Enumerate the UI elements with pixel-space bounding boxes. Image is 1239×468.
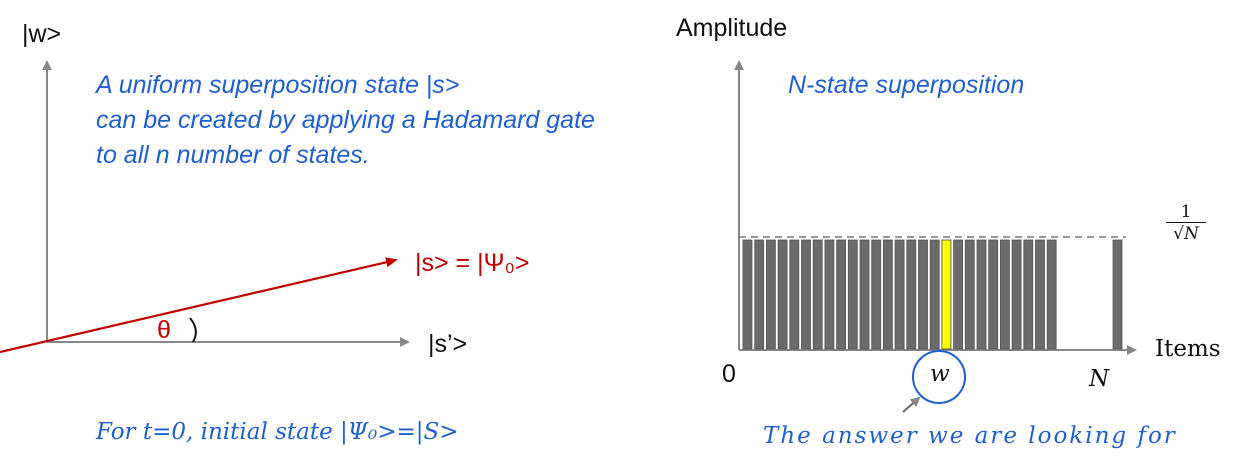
desc-line-3: to all n number of states.	[96, 141, 370, 170]
amplitude-bar	[837, 240, 846, 349]
amplitude-bar	[790, 240, 799, 349]
amplitude-bar	[977, 240, 986, 349]
amplitude-bar	[1047, 240, 1056, 349]
amplitude-bar	[930, 240, 939, 349]
amplitude-bar	[895, 240, 904, 349]
level-fraction: 1 √N	[1166, 202, 1206, 245]
ket-s-label: |s> = |Ψ₀>	[415, 249, 529, 278]
ket-w-label: |w>	[22, 20, 61, 49]
answer-pointer	[903, 398, 919, 412]
amplitude-bar	[848, 240, 857, 349]
amplitude-bar	[766, 240, 775, 349]
amplitude-bar	[1113, 240, 1122, 349]
origin-label: 0	[722, 360, 736, 389]
amplitude-bar	[755, 240, 764, 349]
amplitude-bar	[883, 240, 892, 349]
amplitude-bar	[860, 240, 869, 349]
desc-line-1: A uniform superposition state |s>	[96, 71, 459, 100]
amplitude-bar	[907, 240, 916, 349]
level-fraction-numerator: 1	[1166, 202, 1206, 223]
theta-arc	[190, 318, 196, 342]
theta-label: θ	[157, 316, 171, 345]
chart-bars	[743, 240, 1122, 349]
left-caption: For t=0, initial state |Ψ₀>=|S>	[96, 419, 459, 445]
state-vector-s	[0, 260, 396, 352]
amplitude-bar	[954, 240, 963, 349]
chart-y-label: Amplitude	[676, 14, 787, 43]
amplitude-bar	[1012, 240, 1021, 349]
amplitude-bar	[919, 240, 928, 349]
level-fraction-denominator: √N	[1166, 223, 1206, 245]
amplitude-bar	[1000, 240, 1009, 349]
marked-bar-w	[942, 240, 951, 349]
amplitude-bar	[1024, 240, 1033, 349]
amplitude-bar	[802, 240, 811, 349]
ket-s-prime-label: |s’>	[428, 330, 467, 359]
chart-title: N-state superposition	[788, 71, 1024, 100]
amplitude-bar	[743, 240, 752, 349]
answer-caption: The answer we are looking for	[763, 423, 1177, 449]
w-label: w	[930, 361, 950, 387]
amplitude-bar	[813, 240, 822, 349]
amplitude-bar	[825, 240, 834, 349]
n-label: N	[1089, 366, 1109, 392]
amplitude-bar	[872, 240, 881, 349]
amplitude-bar	[1036, 240, 1045, 349]
amplitude-bar	[778, 240, 787, 349]
amplitude-bar	[965, 240, 974, 349]
chart-x-label: Items	[1155, 336, 1221, 362]
amplitude-bar	[989, 240, 998, 349]
desc-line-2: can be created by applying a Hadamard ga…	[96, 106, 595, 135]
